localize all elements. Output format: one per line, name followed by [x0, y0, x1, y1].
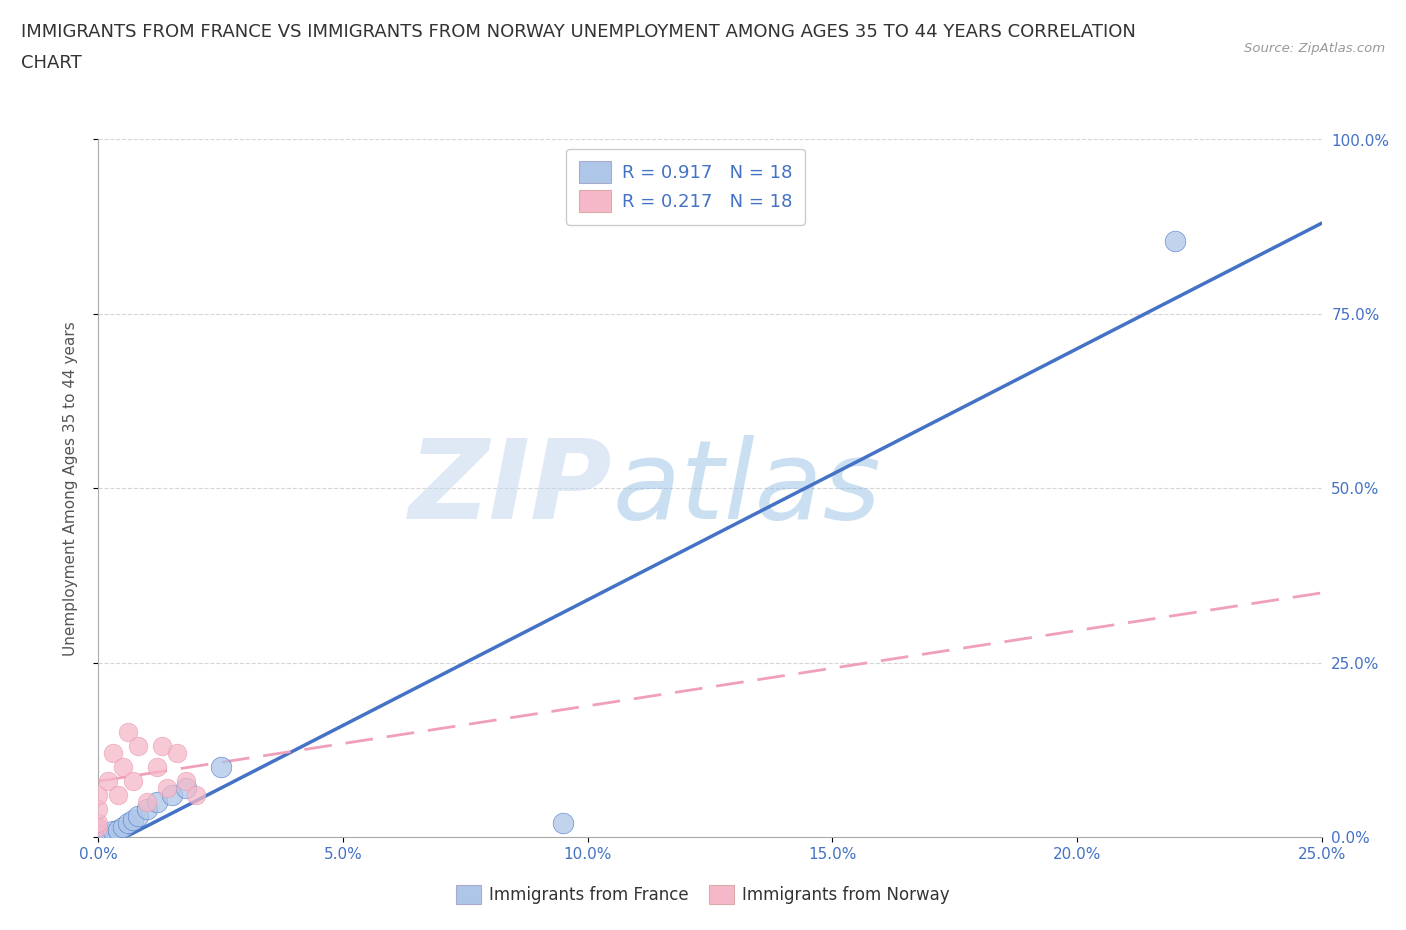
Text: CHART: CHART	[21, 54, 82, 72]
Point	[176, 774, 198, 789]
Point	[87, 802, 110, 817]
Point	[150, 738, 173, 753]
Point	[87, 823, 110, 838]
Legend: R = 0.917   N = 18, R = 0.217   N = 18: R = 0.917 N = 18, R = 0.217 N = 18	[567, 149, 806, 225]
Point	[209, 760, 232, 775]
Point	[136, 802, 159, 817]
Point	[136, 794, 159, 809]
Point	[87, 830, 110, 844]
Text: atlas: atlas	[612, 434, 880, 542]
Point	[87, 830, 110, 844]
Point	[107, 788, 129, 803]
Point	[101, 824, 124, 839]
Point	[176, 781, 198, 796]
Point	[111, 760, 134, 775]
Point	[87, 826, 110, 841]
Point	[87, 816, 110, 830]
Point	[186, 788, 208, 803]
Point	[127, 738, 149, 753]
Point	[160, 788, 183, 803]
Point	[156, 781, 179, 796]
Point	[117, 725, 139, 740]
Point	[121, 812, 143, 827]
Point	[121, 774, 143, 789]
Point	[87, 819, 110, 834]
Text: ZIP: ZIP	[409, 434, 612, 542]
Point	[117, 816, 139, 830]
Point	[107, 823, 129, 838]
Point	[87, 788, 110, 803]
Text: IMMIGRANTS FROM FRANCE VS IMMIGRANTS FROM NORWAY UNEMPLOYMENT AMONG AGES 35 TO 4: IMMIGRANTS FROM FRANCE VS IMMIGRANTS FRO…	[21, 23, 1136, 41]
Point	[97, 826, 120, 841]
Point	[146, 794, 169, 809]
Point	[553, 816, 575, 830]
Point	[1164, 233, 1187, 248]
Legend: Immigrants from France, Immigrants from Norway: Immigrants from France, Immigrants from …	[447, 876, 959, 912]
Point	[127, 809, 149, 824]
Point	[101, 746, 124, 761]
Point	[166, 746, 188, 761]
Point	[111, 819, 134, 834]
Text: Source: ZipAtlas.com: Source: ZipAtlas.com	[1244, 42, 1385, 55]
Point	[97, 774, 120, 789]
Point	[146, 760, 169, 775]
Y-axis label: Unemployment Among Ages 35 to 44 years: Unemployment Among Ages 35 to 44 years	[63, 321, 77, 656]
